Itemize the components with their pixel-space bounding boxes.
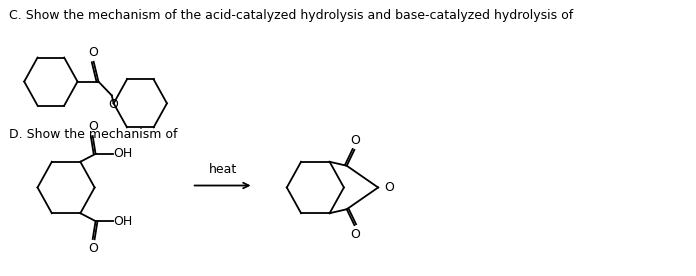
Text: O: O bbox=[88, 242, 97, 255]
Text: O: O bbox=[350, 228, 361, 241]
Text: O: O bbox=[88, 46, 99, 59]
Text: O: O bbox=[384, 181, 394, 194]
Text: OH: OH bbox=[113, 215, 133, 228]
Text: D. Show the mechanism of: D. Show the mechanism of bbox=[9, 128, 177, 141]
Text: O: O bbox=[108, 99, 118, 112]
Text: heat: heat bbox=[209, 163, 237, 176]
Text: C. Show the mechanism of the acid-catalyzed hydrolysis and base-catalyzed hydrol: C. Show the mechanism of the acid-cataly… bbox=[9, 9, 574, 22]
Text: OH: OH bbox=[113, 147, 133, 160]
Text: O: O bbox=[350, 134, 361, 147]
Text: O: O bbox=[88, 120, 97, 133]
